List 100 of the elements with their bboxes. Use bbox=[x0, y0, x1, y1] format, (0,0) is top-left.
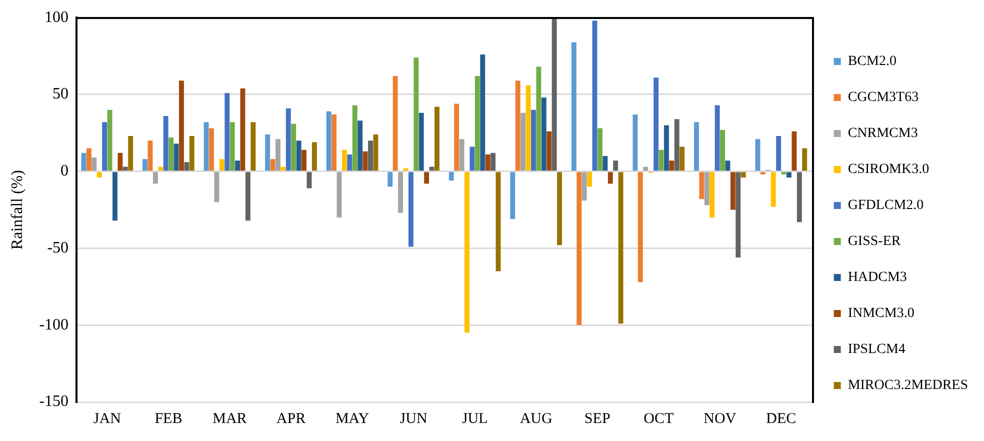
bar bbox=[148, 140, 153, 171]
bar bbox=[674, 119, 680, 171]
legend-label: MIROC3.2MEDRES bbox=[848, 378, 968, 394]
bar bbox=[654, 78, 658, 171]
legend-label: CNRMCM3 bbox=[848, 126, 918, 142]
y-tick-label: 0 bbox=[60, 162, 69, 180]
bar bbox=[418, 112, 424, 171]
bar bbox=[336, 172, 342, 218]
bar bbox=[602, 156, 608, 171]
y-axis-title: Rainfall (%) bbox=[8, 170, 26, 250]
bar bbox=[204, 122, 209, 171]
bar bbox=[302, 150, 306, 171]
bar bbox=[388, 172, 393, 187]
bar bbox=[352, 105, 358, 171]
bar bbox=[557, 172, 562, 246]
bar bbox=[280, 166, 286, 171]
bar bbox=[240, 88, 246, 171]
bar bbox=[587, 172, 592, 187]
bar bbox=[796, 172, 802, 222]
bar bbox=[576, 172, 582, 326]
bar bbox=[515, 80, 520, 171]
bar bbox=[291, 124, 296, 171]
bar bbox=[107, 110, 112, 171]
bar bbox=[552, 18, 557, 171]
bar bbox=[184, 162, 190, 171]
bar bbox=[618, 172, 624, 324]
bar bbox=[740, 172, 746, 178]
bar bbox=[786, 172, 792, 178]
bar bbox=[776, 136, 782, 171]
bar bbox=[454, 104, 460, 171]
bar bbox=[219, 159, 224, 171]
bar bbox=[362, 151, 368, 171]
x-tick-label: FEB bbox=[154, 410, 182, 427]
y-tick-label: 100 bbox=[44, 8, 69, 26]
legend-label: IPSLCM4 bbox=[848, 342, 906, 358]
bar bbox=[398, 172, 403, 213]
bar bbox=[592, 20, 598, 171]
bar bbox=[608, 172, 613, 184]
bar bbox=[347, 154, 352, 171]
bar bbox=[638, 172, 643, 282]
x-tick-label: NOV bbox=[704, 410, 736, 427]
bar bbox=[597, 128, 602, 171]
y-tick-label: -100 bbox=[39, 316, 69, 334]
bar bbox=[582, 172, 587, 201]
bar bbox=[496, 172, 501, 272]
bar bbox=[118, 152, 123, 171]
bar bbox=[296, 140, 302, 171]
bar bbox=[429, 166, 434, 171]
bar bbox=[510, 172, 516, 220]
bar bbox=[424, 172, 430, 184]
bar bbox=[536, 66, 542, 171]
bar bbox=[730, 172, 736, 210]
y-tick-label: 50 bbox=[52, 86, 69, 103]
x-tick-label: MAR bbox=[212, 410, 247, 427]
bar bbox=[546, 131, 552, 171]
bar bbox=[235, 160, 240, 171]
legend-label: INMCM3.0 bbox=[848, 306, 914, 322]
x-tick-label: APR bbox=[276, 410, 306, 427]
bar bbox=[332, 114, 337, 171]
bar bbox=[112, 172, 118, 221]
bar bbox=[792, 131, 797, 171]
bar bbox=[725, 160, 730, 171]
bar bbox=[373, 134, 378, 171]
bar bbox=[158, 166, 164, 171]
bar bbox=[306, 172, 312, 188]
bar bbox=[275, 139, 280, 171]
legend-label: GISS-ER bbox=[848, 234, 902, 250]
bar bbox=[770, 172, 776, 207]
bar bbox=[270, 159, 276, 171]
bar bbox=[520, 112, 526, 171]
bar bbox=[459, 139, 464, 171]
bar bbox=[92, 158, 97, 171]
bar bbox=[632, 114, 638, 171]
bar bbox=[224, 92, 230, 171]
legend-label: GFDLCM2.0 bbox=[848, 198, 924, 214]
bar bbox=[480, 54, 486, 171]
bar bbox=[802, 148, 808, 171]
y-tick-label: -50 bbox=[47, 239, 69, 256]
bar bbox=[474, 76, 480, 171]
legend-label: CSIROMK3.0 bbox=[848, 162, 930, 178]
bar bbox=[669, 160, 674, 171]
bar bbox=[214, 172, 220, 202]
bar bbox=[714, 105, 720, 171]
bar bbox=[250, 122, 256, 171]
y-tick-label: -150 bbox=[39, 393, 69, 410]
bar bbox=[434, 106, 440, 171]
bar bbox=[680, 146, 685, 171]
bar bbox=[541, 98, 546, 171]
bar bbox=[414, 58, 419, 171]
bar bbox=[755, 139, 760, 171]
bar bbox=[464, 172, 470, 333]
bar bbox=[448, 172, 454, 181]
bar bbox=[408, 172, 414, 247]
bar bbox=[174, 144, 179, 171]
bar bbox=[485, 154, 490, 171]
bar bbox=[392, 76, 398, 171]
legend-label: CGCM3T63 bbox=[848, 90, 919, 106]
bar bbox=[526, 85, 531, 171]
bar bbox=[658, 150, 664, 171]
bar bbox=[128, 136, 134, 171]
